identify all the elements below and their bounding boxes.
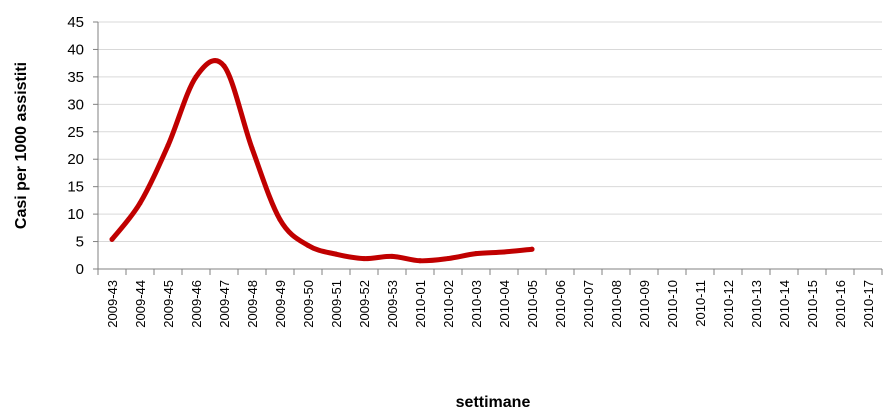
x-tick-label: 2010-02 (441, 280, 456, 328)
y-axis-title: Casi per 1000 assistiti (13, 62, 30, 229)
data-point (249, 145, 255, 151)
data-point (165, 143, 171, 148)
x-axis-title: settimane (456, 394, 531, 411)
x-axis-ticks: 2009-43 2009-44 2009-45 2009-46 2009-47 2009-… (97, 269, 883, 328)
series-line (109, 58, 535, 264)
x-tick-label: 2010-10 (665, 280, 680, 328)
x-tick-label: 2009-50 (301, 280, 316, 328)
data-point (193, 74, 199, 80)
data-point (445, 256, 451, 262)
x-tick-label: 2010-08 (609, 280, 624, 328)
x-tick-label: 2009-53 (385, 280, 400, 328)
gridlines (98, 21, 882, 243)
data-point (305, 242, 311, 248)
data-point (109, 236, 115, 242)
x-tick-label: 2009-48 (245, 280, 260, 328)
y-tick-label: 45 (67, 14, 84, 31)
data-point (529, 246, 535, 252)
y-tick-label: 25 (67, 124, 84, 141)
x-tick-label: 2010-14 (777, 280, 792, 328)
x-tick-label: 2010-15 (805, 280, 820, 328)
data-point (277, 217, 283, 223)
x-tick-label: 2010-05 (525, 280, 540, 328)
y-tick-label: 30 (67, 96, 84, 113)
x-tick-label: 2009-43 (105, 280, 120, 328)
y-tick-label: 5 (76, 234, 84, 251)
data-point (501, 249, 507, 255)
data-point (137, 200, 143, 206)
data-point (389, 253, 395, 259)
x-tick-label: 2009-45 (161, 280, 176, 328)
y-tick-label: 40 (67, 41, 84, 58)
y-tick-label: 20 (67, 151, 84, 168)
x-tick-label: 2010-12 (721, 280, 736, 328)
data-point (333, 251, 339, 257)
data-point (473, 251, 479, 257)
y-axis-ticks: 0 5 10 15 20 25 30 35 40 45 (67, 14, 98, 278)
x-tick-label: 2010-03 (469, 280, 484, 328)
x-tick-label: 2010-16 (833, 280, 848, 328)
y-tick-label: 10 (67, 206, 84, 223)
x-tick-label: 2009-49 (273, 280, 288, 328)
x-tick-label: 2010-06 (553, 280, 568, 328)
x-tick-label: 2010-01 (413, 280, 428, 328)
y-tick-label: 0 (76, 261, 84, 278)
x-tick-label: 2010-13 (749, 280, 764, 328)
data-point (221, 63, 227, 69)
x-tick-label: 2010-04 (497, 280, 512, 328)
x-tick-label: 2009-47 (217, 280, 232, 328)
x-tick-label: 2009-52 (357, 280, 372, 328)
x-tick-label: 2009-46 (189, 280, 204, 328)
data-point (361, 256, 367, 262)
x-tick-label: 2010-09 (637, 280, 652, 328)
x-tick-label: 2009-44 (133, 280, 148, 328)
x-tick-label: 2010-11 (693, 280, 708, 327)
y-tick-label: 35 (67, 69, 84, 86)
x-tick-label: 2009-51 (329, 280, 344, 328)
series-group (109, 58, 535, 264)
x-tick-label: 2010-07 (581, 280, 596, 328)
data-point (417, 258, 423, 264)
x-tick-label: 2010-17 (861, 280, 876, 328)
y-tick-label: 15 (67, 179, 84, 196)
